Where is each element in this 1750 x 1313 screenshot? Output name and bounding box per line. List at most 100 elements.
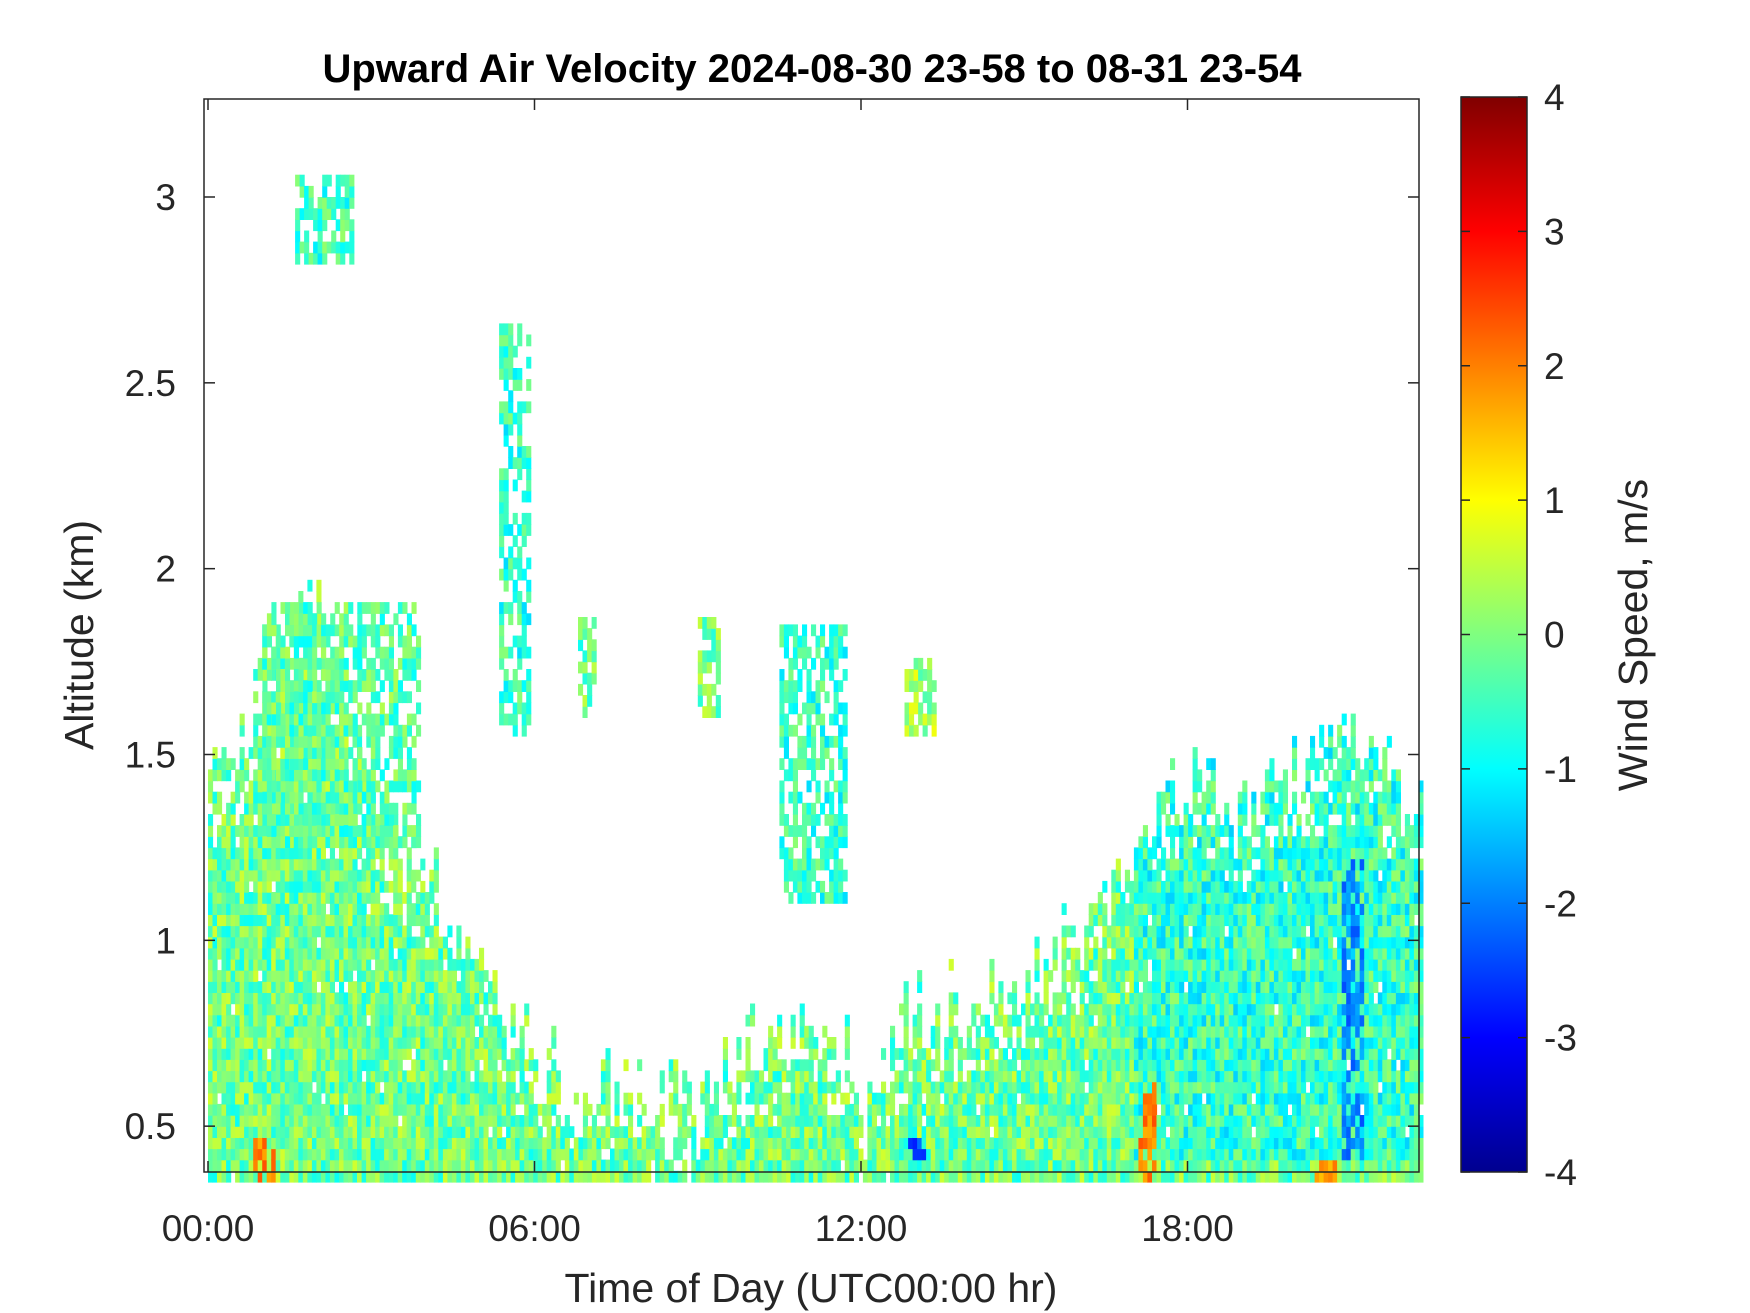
- heatmap-cell: [1034, 1014, 1040, 1027]
- heatmap-cell: [1206, 791, 1212, 804]
- heatmap-cell: [582, 1159, 588, 1172]
- heatmap-cell: [1133, 914, 1139, 927]
- heatmap-cell: [1079, 1014, 1085, 1027]
- heatmap-cell: [1269, 802, 1275, 815]
- heatmap-cell: [930, 1159, 936, 1172]
- heatmap-cell: [610, 1159, 616, 1172]
- heatmap-cell: [975, 1159, 981, 1172]
- heatmap-cell: [226, 858, 232, 871]
- heatmap-cell: [1183, 947, 1189, 960]
- heatmap-cell: [1242, 1003, 1248, 1016]
- heatmap-cell: [470, 1115, 476, 1127]
- heatmap-cell: [1183, 880, 1189, 893]
- heatmap-cell: [298, 858, 304, 871]
- heatmap-cell: [248, 1126, 254, 1138]
- heatmap-cell: [1246, 970, 1252, 982]
- heatmap-cell: [456, 1126, 462, 1138]
- heatmap-cell: [1165, 892, 1171, 904]
- heatmap-cell: [1124, 1048, 1130, 1060]
- heatmap-cell: [226, 892, 232, 904]
- heatmap-cell: [289, 981, 295, 993]
- heatmap-cell: [393, 814, 399, 826]
- heatmap-cell: [659, 1103, 665, 1116]
- heatmap-cell: [221, 747, 227, 759]
- heatmap-cell: [361, 1126, 367, 1138]
- heatmap-cell: [1206, 936, 1212, 949]
- heatmap-cell: [1206, 1148, 1212, 1161]
- heatmap-cell: [646, 1126, 652, 1138]
- heatmap-cell: [402, 1170, 408, 1183]
- heatmap-cell: [1034, 1070, 1040, 1083]
- heatmap-cell: [1224, 847, 1230, 860]
- heatmap-cell: [1224, 958, 1230, 971]
- heatmap-cell: [221, 1159, 227, 1172]
- heatmap-cell: [361, 1092, 367, 1105]
- heatmap-cell: [465, 1159, 471, 1172]
- heatmap-cell: [397, 1059, 403, 1072]
- heatmap-cell: [1228, 1103, 1234, 1116]
- heatmap-cell: [465, 1048, 471, 1060]
- heatmap-cell: [388, 1103, 394, 1116]
- heatmap-cell: [320, 657, 326, 670]
- heatmap-cell: [1016, 1170, 1022, 1183]
- heatmap-cell: [1219, 825, 1225, 837]
- heatmap-cell: [1129, 992, 1135, 1005]
- heatmap-cell: [1048, 1048, 1054, 1060]
- heatmap-cell: [311, 947, 317, 960]
- heatmap-cell: [271, 858, 277, 871]
- heatmap-cell: [447, 970, 453, 982]
- heatmap-cell: [975, 1070, 981, 1083]
- heatmap-cell: [352, 802, 358, 815]
- heatmap-cell: [1251, 1059, 1257, 1072]
- heatmap-cell: [357, 1159, 363, 1172]
- heatmap-cell: [980, 1014, 986, 1027]
- heatmap-cell: [1246, 914, 1252, 927]
- heatmap-cell: [989, 1081, 995, 1094]
- heatmap-cell: [1206, 914, 1212, 927]
- heatmap-cell: [1165, 925, 1171, 938]
- heatmap-cell: [406, 1070, 412, 1083]
- heatmap-cell: [1057, 1081, 1063, 1094]
- heatmap-cell: [515, 1115, 521, 1127]
- heatmap-cell: [935, 1137, 941, 1150]
- heatmap-cell: [1084, 1025, 1090, 1038]
- heatmap-cell: [659, 1137, 665, 1150]
- heatmap-cell: [1021, 1126, 1027, 1138]
- heatmap-cell: [1215, 1014, 1221, 1027]
- heatmap-cell: [1210, 758, 1216, 770]
- heatmap-cell: [438, 1115, 444, 1127]
- heatmap-cell: [208, 981, 214, 993]
- heatmap-cell: [343, 925, 349, 938]
- heatmap-cell: [438, 1025, 444, 1038]
- heatmap-cell: [1206, 981, 1212, 993]
- heatmap-cell: [1282, 1081, 1288, 1094]
- heatmap-cell: [722, 1070, 728, 1083]
- heatmap-cell: [266, 858, 272, 871]
- heatmap-cell: [325, 914, 331, 927]
- heatmap-cell: [307, 903, 313, 915]
- heatmap-cell: [1156, 1059, 1162, 1072]
- heatmap-cell: [348, 1148, 354, 1161]
- heatmap-cell: [284, 958, 290, 971]
- heatmap-cell: [975, 1025, 981, 1038]
- heatmap-cell: [1201, 869, 1207, 882]
- heatmap-cell: [221, 1059, 227, 1072]
- heatmap-cell: [212, 1126, 218, 1138]
- heatmap-cell: [939, 1148, 945, 1161]
- heatmap-cell: [524, 1081, 530, 1094]
- heatmap-cell: [763, 1081, 769, 1094]
- heatmap-cell: [1224, 1159, 1230, 1172]
- heatmap-cell: [1161, 914, 1167, 927]
- heatmap-cell: [325, 892, 331, 904]
- heatmap-cell: [343, 1037, 349, 1049]
- heatmap-cell: [248, 1103, 254, 1116]
- heatmap-cell: [329, 958, 335, 971]
- heatmap-cell: [772, 1137, 778, 1150]
- heatmap-cell: [320, 1148, 326, 1161]
- heatmap-cell: [1219, 903, 1225, 915]
- heatmap-cell: [1233, 1037, 1239, 1049]
- heatmap-cell: [411, 1003, 417, 1016]
- heatmap-cell: [1188, 914, 1194, 927]
- heatmap-cell: [438, 1170, 444, 1183]
- heatmap-cell: [1165, 880, 1171, 893]
